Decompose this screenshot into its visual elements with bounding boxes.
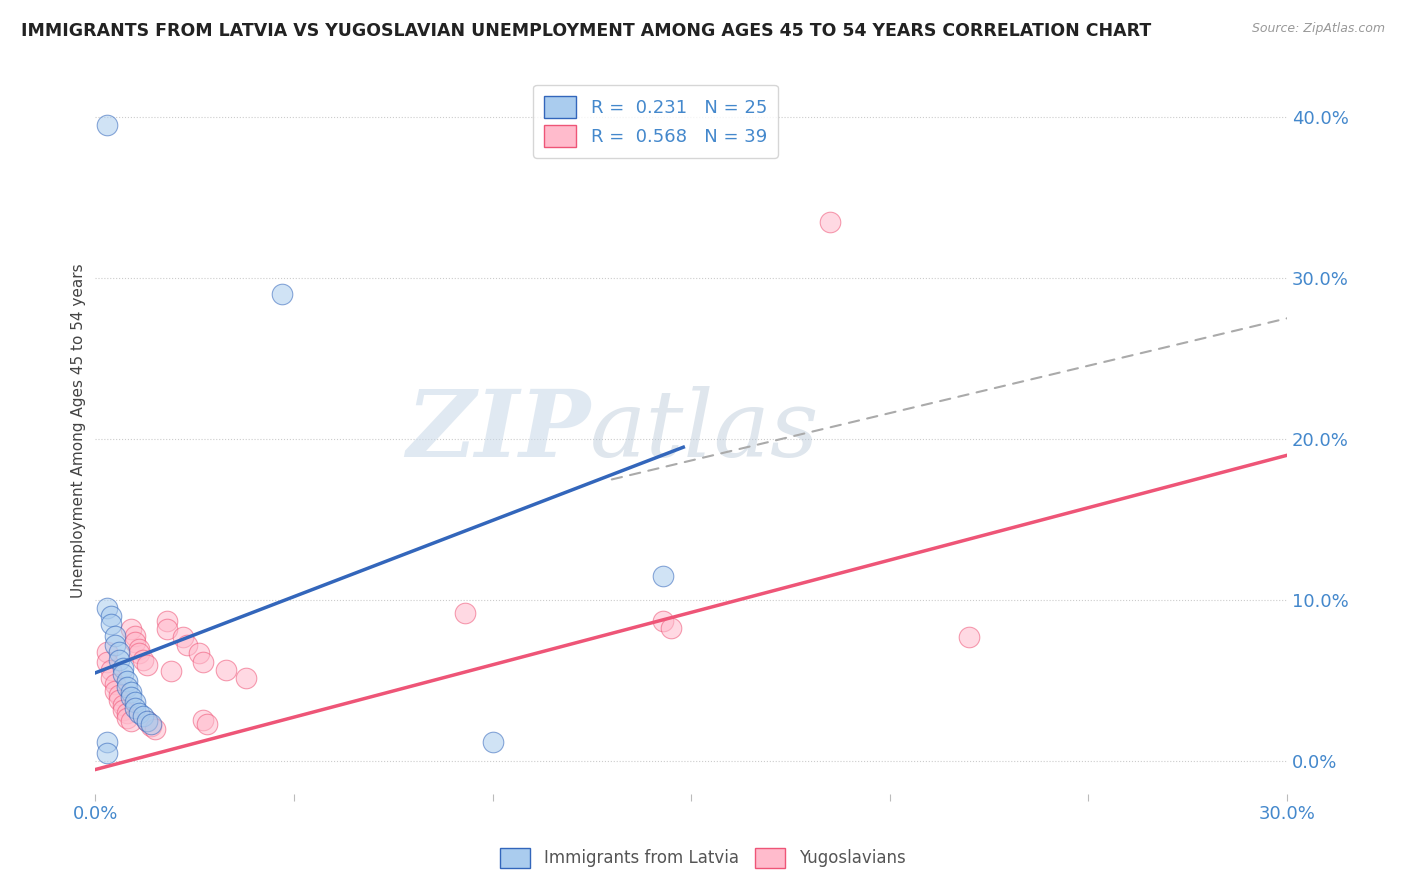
Point xyxy=(96,118,118,132)
Point xyxy=(112,661,135,675)
Point xyxy=(652,569,675,583)
Point xyxy=(124,695,146,709)
Point xyxy=(100,617,122,632)
Point xyxy=(104,677,127,691)
Point xyxy=(115,681,138,695)
Point xyxy=(128,647,150,661)
Text: ZIP: ZIP xyxy=(406,386,591,476)
Point xyxy=(112,698,135,712)
Point xyxy=(120,623,142,637)
Point xyxy=(136,714,159,728)
Point xyxy=(115,711,138,725)
Point xyxy=(652,614,675,628)
Point xyxy=(191,655,214,669)
Point xyxy=(104,683,127,698)
Point xyxy=(108,645,131,659)
Text: IMMIGRANTS FROM LATVIA VS YUGOSLAVIAN UNEMPLOYMENT AMONG AGES 45 TO 54 YEARS COR: IMMIGRANTS FROM LATVIA VS YUGOSLAVIAN UN… xyxy=(21,22,1152,40)
Point xyxy=(187,647,209,661)
Y-axis label: Unemployment Among Ages 45 to 54 years: Unemployment Among Ages 45 to 54 years xyxy=(72,264,86,599)
Point xyxy=(195,717,218,731)
Point xyxy=(96,735,118,749)
Point xyxy=(100,671,122,685)
Point xyxy=(112,703,135,717)
Point xyxy=(132,709,155,723)
Point xyxy=(120,714,142,728)
Point xyxy=(96,645,118,659)
Point xyxy=(96,655,118,669)
Point xyxy=(957,631,980,645)
Point xyxy=(271,287,294,301)
Point xyxy=(104,629,127,643)
Point xyxy=(128,641,150,656)
Point xyxy=(820,214,842,228)
Point xyxy=(115,706,138,720)
Point xyxy=(100,663,122,677)
Point xyxy=(100,609,122,624)
Text: Source: ZipAtlas.com: Source: ZipAtlas.com xyxy=(1251,22,1385,36)
Point xyxy=(454,606,477,620)
Point xyxy=(115,673,138,688)
Legend: R =  0.231   N = 25, R =  0.568   N = 39: R = 0.231 N = 25, R = 0.568 N = 39 xyxy=(533,85,778,158)
Point xyxy=(108,689,131,703)
Point xyxy=(124,635,146,649)
Point xyxy=(156,623,179,637)
Point xyxy=(108,693,131,707)
Point xyxy=(124,701,146,715)
Point xyxy=(661,621,683,635)
Point xyxy=(96,747,118,761)
Point xyxy=(136,714,159,728)
Point xyxy=(172,631,194,645)
Point xyxy=(112,667,135,681)
Point xyxy=(156,614,179,628)
Point xyxy=(128,706,150,720)
Point xyxy=(104,639,127,653)
Point xyxy=(120,690,142,704)
Point xyxy=(132,653,155,667)
Text: atlas: atlas xyxy=(591,386,820,476)
Point xyxy=(136,657,159,672)
Point xyxy=(124,629,146,643)
Legend: Immigrants from Latvia, Yugoslavians: Immigrants from Latvia, Yugoslavians xyxy=(494,841,912,875)
Point xyxy=(143,723,166,737)
Point xyxy=(191,713,214,727)
Point xyxy=(160,664,183,678)
Point xyxy=(139,717,162,731)
Point xyxy=(235,671,257,685)
Point xyxy=(108,653,131,667)
Point xyxy=(96,601,118,615)
Point xyxy=(176,639,198,653)
Point xyxy=(215,663,238,677)
Point xyxy=(120,685,142,699)
Point xyxy=(481,735,503,749)
Point xyxy=(139,719,162,733)
